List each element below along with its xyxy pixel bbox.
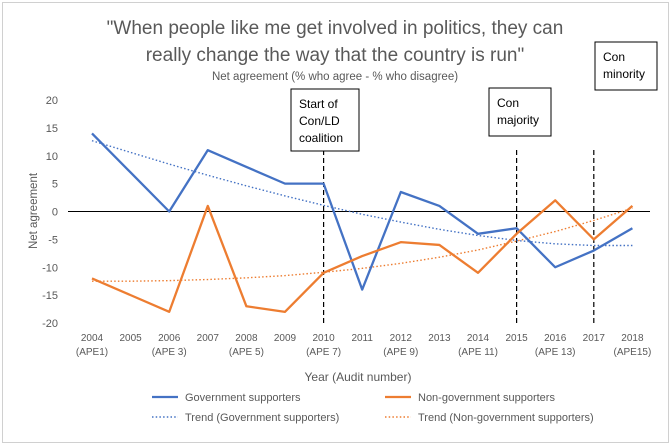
x-tick-label-audit: (APE 13)	[535, 347, 576, 358]
x-tick-label-audit: (APE 7)	[306, 347, 341, 358]
annotation-text: Con	[603, 50, 625, 64]
y-tick-label: 10	[46, 151, 58, 163]
x-tick-label-year: 2013	[428, 333, 451, 344]
x-tick-label-year: 2018	[621, 333, 644, 344]
y-tick-label: 0	[52, 207, 58, 219]
x-tick-label-audit: (APE15)	[614, 347, 652, 358]
chart-title-line2: really change the way that the country i…	[146, 45, 525, 66]
y-tick-label: 5	[52, 179, 58, 191]
y-tick-label: -20	[42, 318, 58, 330]
x-tick-label-year: 2009	[274, 333, 297, 344]
x-tick-label-year: 2004	[81, 333, 104, 344]
x-tick-label-audit: (APE 9)	[383, 347, 418, 358]
x-tick-label-audit: (APE 3)	[152, 347, 187, 358]
x-tick-label-year: 2017	[583, 333, 606, 344]
chart-subtitle: Net agreement (% who agree - % who disag…	[212, 71, 458, 83]
annotation-text: Start of	[299, 97, 338, 111]
x-tick-label-year: 2015	[505, 333, 528, 344]
legend-label: Non-government supporters	[418, 392, 555, 404]
chart-title-line1: "When people like me get involved in pol…	[107, 18, 564, 39]
x-tick-label-year: 2014	[467, 333, 490, 344]
legend-label: Trend (Government supporters)	[185, 412, 339, 424]
x-tick-label-year: 2012	[390, 333, 413, 344]
y-tick-label: -5	[48, 234, 58, 246]
y-tick-label: 15	[46, 123, 58, 135]
annotation-text: Con	[497, 96, 519, 110]
annotation-box	[290, 88, 360, 152]
trend-line-non-government	[92, 207, 633, 282]
x-tick-label-audit: (APE 5)	[229, 347, 264, 358]
x-tick-label-year: 2005	[119, 333, 142, 344]
annotation-box	[594, 41, 658, 91]
y-tick-label: -10	[42, 262, 58, 274]
x-tick-label-audit: (APE1)	[76, 347, 108, 358]
y-tick-label: -15	[42, 290, 58, 302]
annotation-text: coalition	[299, 131, 343, 145]
x-tick-label-year: 2016	[544, 333, 567, 344]
x-tick-label-year: 2006	[158, 333, 181, 344]
annotation-text: Con/LD	[299, 114, 340, 128]
annotation-box	[488, 87, 552, 137]
x-axis-label: Year (Audit number)	[305, 370, 412, 384]
legend-label: Trend (Non-government supporters)	[418, 412, 594, 424]
x-tick-label-year: 2011	[351, 333, 373, 344]
legend: Government supporters Non-government supp…	[152, 392, 594, 424]
y-axis-label: Net agreement	[28, 172, 40, 249]
trend-line-government	[91, 140, 633, 247]
x-tick-label-year: 2007	[197, 333, 220, 344]
x-tick-label-year: 2010	[312, 333, 335, 344]
x-tick-label-audit: (APE 11)	[458, 347, 498, 358]
annotation-text: majority	[497, 113, 539, 127]
annotation-text: minority	[603, 67, 645, 81]
x-tick-label-year: 2008	[235, 333, 258, 344]
y-tick-label: 20	[46, 95, 58, 107]
legend-label: Government supporters	[185, 392, 301, 404]
